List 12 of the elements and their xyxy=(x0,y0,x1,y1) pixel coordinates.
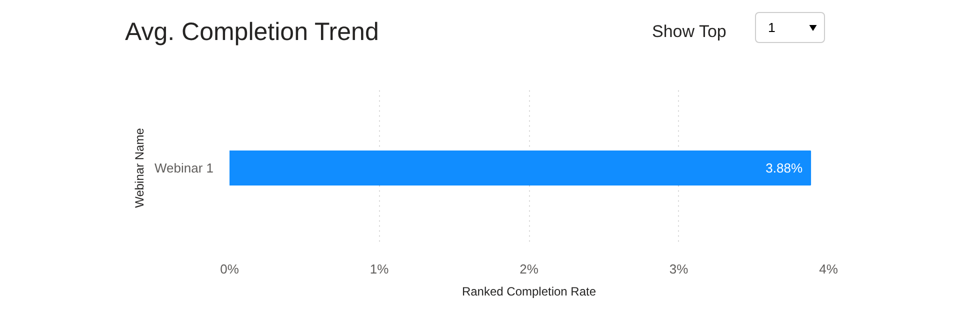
text: 1 xyxy=(755,12,825,44)
data-label: 3.88% xyxy=(766,160,803,176)
x-tick-label: 4% xyxy=(819,262,838,276)
x-tick-label: 0% xyxy=(220,262,240,276)
y-axis-title: Webinar Name xyxy=(132,128,146,208)
text: Show Top xyxy=(652,21,726,43)
x-tick-label: 1% xyxy=(370,262,390,276)
y-tick-label: Webinar 1 xyxy=(154,160,214,176)
chart-title: Avg. Completion Trend xyxy=(125,17,379,48)
x-tick-label: 2% xyxy=(520,262,539,276)
x-axis-title: Ranked Completion Rate xyxy=(462,284,596,298)
x-tick-label: 3% xyxy=(669,262,689,276)
